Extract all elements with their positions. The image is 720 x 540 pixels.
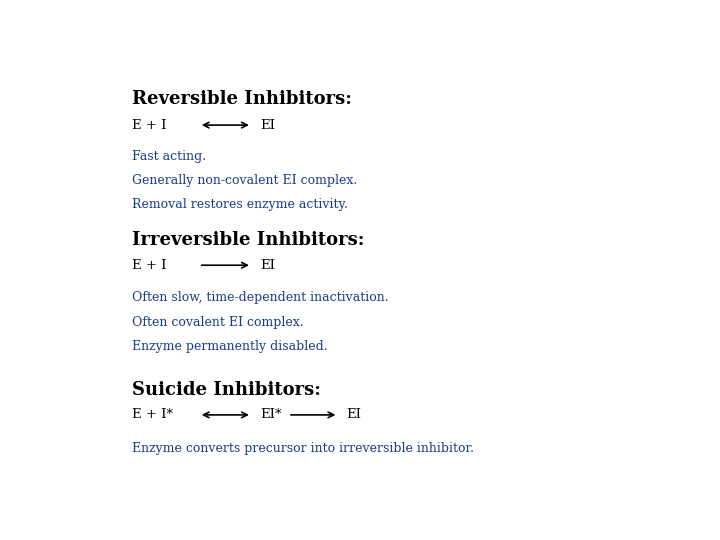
Text: Irreversible Inhibitors:: Irreversible Inhibitors: (132, 231, 364, 249)
Text: E + I*: E + I* (132, 408, 173, 421)
Text: EI*: EI* (260, 408, 282, 421)
Text: Reversible Inhibitors:: Reversible Inhibitors: (132, 90, 352, 108)
Text: Generally non-covalent EI complex.: Generally non-covalent EI complex. (132, 174, 357, 187)
Text: E + I: E + I (132, 259, 166, 272)
Text: EI: EI (260, 119, 275, 132)
Text: EI: EI (260, 259, 275, 272)
Text: Enzyme permanently disabled.: Enzyme permanently disabled. (132, 340, 328, 353)
Text: Often covalent EI complex.: Often covalent EI complex. (132, 315, 303, 328)
Text: Suicide Inhibitors:: Suicide Inhibitors: (132, 381, 320, 399)
Text: Enzyme converts precursor into irreversible inhibitor.: Enzyme converts precursor into irreversi… (132, 442, 474, 455)
Text: Removal restores enzyme activity.: Removal restores enzyme activity. (132, 198, 348, 211)
Text: Often slow, time-dependent inactivation.: Often slow, time-dependent inactivation. (132, 292, 389, 305)
Text: E + I: E + I (132, 119, 166, 132)
Text: Fast acting.: Fast acting. (132, 150, 206, 163)
Text: EI: EI (347, 408, 361, 421)
